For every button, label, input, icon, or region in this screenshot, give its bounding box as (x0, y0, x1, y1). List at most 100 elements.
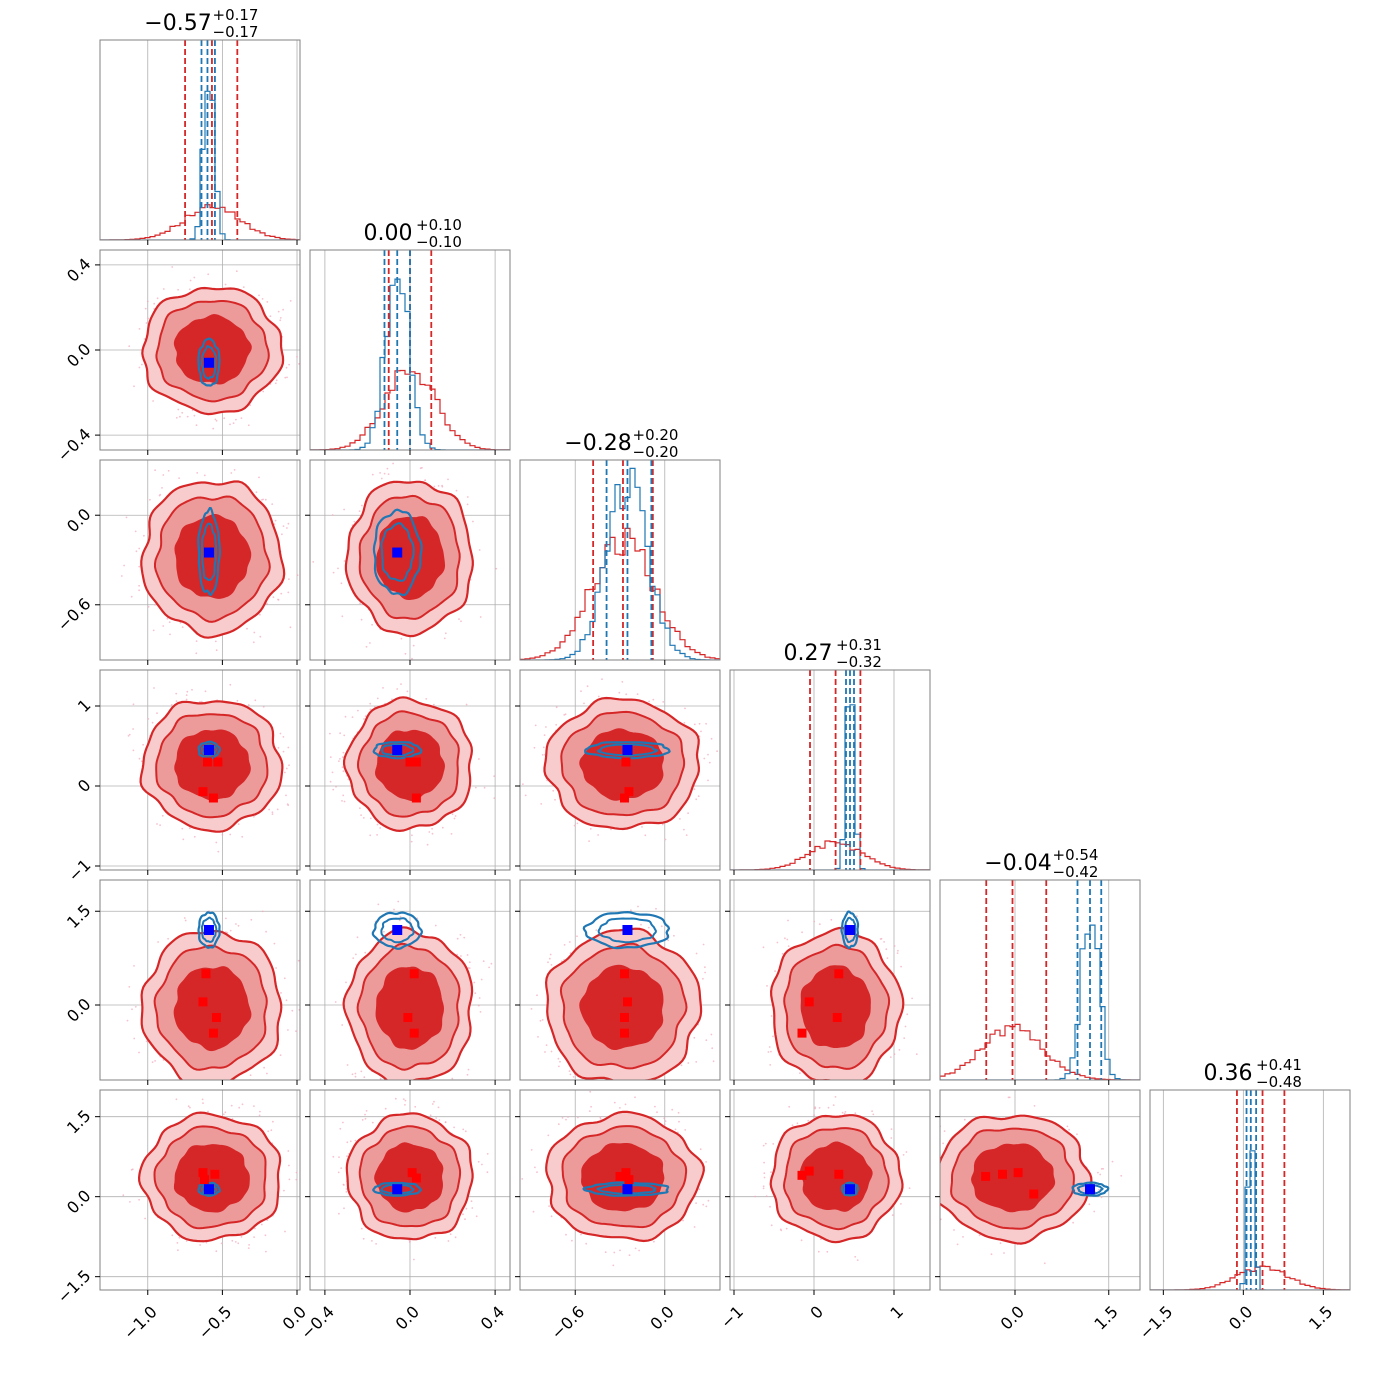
sample-point (282, 525, 285, 527)
sample-point (431, 827, 433, 830)
sample-point (400, 683, 402, 685)
red-marker (411, 793, 421, 803)
sample-point (911, 997, 913, 1000)
red-marker (210, 1169, 220, 1179)
sample-point (258, 294, 260, 297)
sample-point (282, 308, 284, 311)
sample-point (467, 1068, 470, 1071)
sample-point (474, 992, 477, 995)
sample-point (1100, 1196, 1103, 1199)
sample-point (171, 1234, 174, 1237)
sample-point (707, 779, 709, 782)
red-contour-inner (800, 965, 871, 1049)
sample-point (138, 565, 141, 568)
sample-point (572, 1076, 575, 1078)
sample-point (406, 690, 409, 693)
sample-point (465, 1207, 468, 1210)
sample-point (183, 917, 186, 919)
sample-point (231, 1239, 234, 1242)
sample-point (167, 937, 170, 940)
sample-point (479, 1011, 482, 1013)
y-tick-label: 1.5 (63, 1106, 94, 1137)
sample-point (486, 1153, 489, 1155)
sample-point (784, 937, 786, 940)
panel-frame (519, 669, 721, 871)
blue-contour-outer (582, 1181, 670, 1197)
sample-point (695, 1061, 698, 1063)
red-marker (622, 997, 632, 1007)
sample-point (613, 1101, 616, 1104)
sample-point (853, 1082, 855, 1084)
sample-point (447, 478, 449, 481)
sample-point (466, 496, 469, 498)
sample-point (404, 1104, 406, 1106)
sample-point (241, 835, 244, 838)
sample-point (138, 757, 141, 760)
sample-point (280, 992, 282, 994)
sample-point (162, 288, 165, 290)
sample-point (902, 1154, 905, 1156)
sample-point (156, 823, 158, 825)
sample-point (545, 726, 547, 728)
hist-panel-3: 0.27 +0.31−0.32 (729, 636, 931, 875)
sample-point (175, 1098, 178, 1101)
sample-point (223, 417, 226, 420)
sample-point (818, 923, 821, 926)
sample-point (557, 1057, 560, 1060)
sample-point (800, 1239, 803, 1242)
x-tick-label: −1.5 (1135, 1302, 1176, 1343)
sample-point (343, 734, 346, 737)
sample-point (267, 1130, 270, 1133)
x-tick-label: 0 (806, 1302, 827, 1323)
sample-point (638, 1249, 640, 1252)
sample-point (186, 690, 189, 693)
sample-point (550, 1050, 553, 1053)
sample-point (233, 469, 236, 471)
sample-point (138, 1051, 140, 1054)
blue-marker (392, 1184, 403, 1195)
sample-point (346, 1155, 348, 1158)
red-marker (619, 1028, 629, 1038)
sample-point (454, 1236, 457, 1239)
sample-point (331, 771, 334, 774)
sample-point (599, 1117, 602, 1120)
sample-point (763, 1176, 766, 1179)
sample-point (693, 1036, 696, 1039)
sample-point (421, 466, 423, 469)
sample-point (540, 803, 543, 805)
sample-point (1003, 1252, 1005, 1254)
sample-point (630, 909, 632, 912)
sample-point (281, 533, 283, 536)
title-median: 0.27 (784, 641, 833, 666)
sample-point (924, 1164, 926, 1166)
sample-point (285, 767, 288, 770)
sample-point (229, 833, 232, 836)
sample-point (400, 1082, 402, 1084)
sample-point (710, 737, 713, 740)
red-histogram (520, 527, 720, 660)
blue-marker (392, 745, 403, 755)
y-tick-label: −1 (64, 855, 94, 885)
sample-point (908, 1187, 911, 1190)
sample-point (548, 957, 551, 960)
sample-point (599, 1116, 602, 1119)
contour-panel-5-3: −1 0 1 (717, 1089, 931, 1332)
sample-point (431, 1103, 434, 1105)
contour-panel-3-1 (305, 669, 511, 875)
sample-point (433, 1100, 435, 1103)
sample-point (673, 934, 675, 937)
sample-point (131, 1168, 134, 1171)
sample-point (683, 722, 686, 724)
sample-point (341, 615, 344, 618)
sample-point (936, 1230, 938, 1232)
sample-point (787, 919, 789, 922)
sample-point (274, 519, 277, 522)
blue-contour-inner (596, 743, 659, 757)
sample-point (613, 1251, 616, 1254)
sample-point (247, 424, 250, 427)
sample-point (647, 926, 650, 929)
sample-point (270, 1129, 273, 1132)
sample-point (287, 591, 290, 594)
sample-point (664, 838, 667, 841)
sample-point (856, 915, 858, 917)
